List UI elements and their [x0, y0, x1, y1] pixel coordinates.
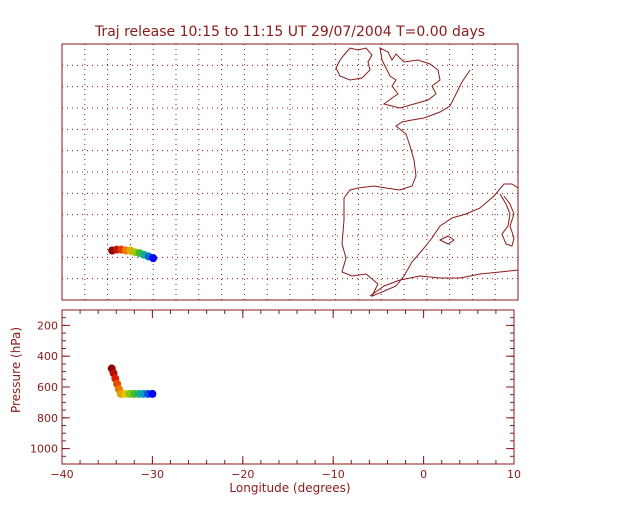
- coastline-britain: [379, 47, 441, 109]
- pressure-panel: 200 400 600 800 1000 −40 −30 −20 −10 0 10 Longitud…: [9, 309, 521, 495]
- y-tick-label: 800: [37, 412, 58, 425]
- x-tick-label: 10: [507, 468, 521, 481]
- map-gridlines: [62, 44, 518, 300]
- y-tick-label: 600: [37, 381, 58, 394]
- coastline-ireland: [335, 47, 373, 81]
- x-tick-label: −10: [322, 468, 345, 481]
- pressure-trajectory-point: [148, 389, 157, 398]
- coastline-continent: [341, 69, 519, 297]
- y-axis-label: Pressure (hPa): [9, 327, 23, 413]
- y-tick-label: 1000: [30, 443, 58, 456]
- pressure-trajectory: [107, 364, 157, 398]
- coastline-africa: [369, 269, 519, 297]
- map-frame: [61, 43, 519, 301]
- y-tick-label: 400: [37, 350, 58, 363]
- map-trajectory-point: [149, 254, 158, 263]
- y-tick-label: 200: [37, 319, 58, 332]
- map-trajectory: [108, 245, 158, 263]
- x-tick-label: −20: [231, 468, 254, 481]
- pressure-frame: [61, 309, 515, 465]
- chart-title: Traj release 10:15 to 11:15 UT 29/07/200…: [94, 24, 485, 40]
- x-tick-label: 0: [420, 468, 427, 481]
- coastline-italy: [499, 193, 515, 247]
- x-tick-label: −30: [141, 468, 164, 481]
- x-tick-label: −40: [50, 468, 73, 481]
- pressure-ticks: 200 400 600 800 1000 −40 −30 −20 −10 0 10: [30, 309, 521, 481]
- coastline-island: [438, 235, 455, 245]
- map-panel: [61, 43, 519, 301]
- coastline-map: [335, 47, 519, 297]
- x-axis-label: Longitude (degrees): [229, 481, 350, 495]
